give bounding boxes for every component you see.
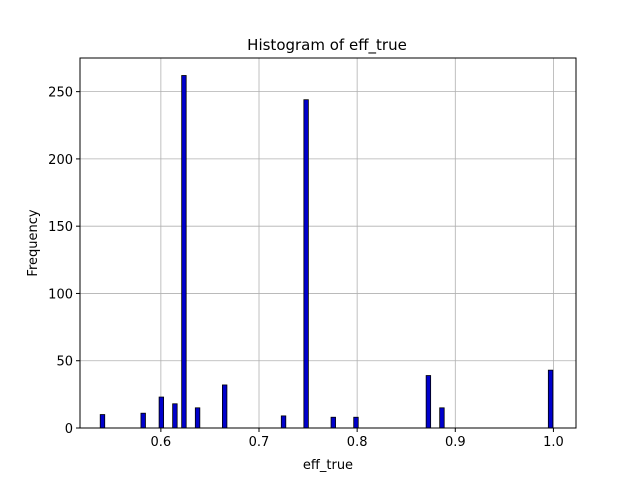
chart-title: Histogram of eff_true [247, 36, 407, 55]
histogram-bar-4 [181, 75, 187, 429]
y-tick-label: 250 [48, 86, 73, 101]
histogram-bar-7 [280, 415, 287, 429]
histogram-bar-2 [158, 396, 165, 429]
y-axis-ticks: 0 50 100 150 200 250 [48, 86, 80, 437]
x-tick-label: 1.0 [543, 435, 564, 450]
histogram-bar-1 [140, 412, 146, 429]
histogram-bar-5 [194, 407, 201, 429]
y-axis-label: Frequency [26, 209, 41, 276]
y-tick-label: 150 [48, 220, 73, 235]
y-tick-label: 0 [65, 422, 73, 437]
x-tick-label: 0.6 [151, 435, 172, 450]
x-axis-label: eff_true [303, 458, 353, 473]
x-tick-label: 0.9 [445, 435, 466, 450]
histogram-bar-11 [425, 375, 432, 429]
histogram-bar-3 [172, 403, 178, 429]
x-axis-ticks: 0.6 0.7 0.8 0.9 1.0 [151, 428, 564, 450]
histogram-bar-8 [303, 99, 309, 429]
plot-frame [79, 57, 577, 429]
histogram-bar-13 [547, 369, 554, 429]
histogram-bar-0 [99, 414, 106, 429]
histogram-bar-10 [353, 416, 359, 429]
histogram-bar-9 [330, 416, 336, 429]
x-tick-label: 0.8 [347, 435, 368, 450]
y-tick-label: 100 [48, 287, 73, 302]
histogram-bar-12 [439, 407, 445, 429]
y-tick-label: 50 [56, 355, 73, 370]
histogram-bar-6 [222, 384, 228, 429]
x-tick-label: 0.7 [249, 435, 270, 450]
y-tick-label: 200 [48, 153, 73, 168]
